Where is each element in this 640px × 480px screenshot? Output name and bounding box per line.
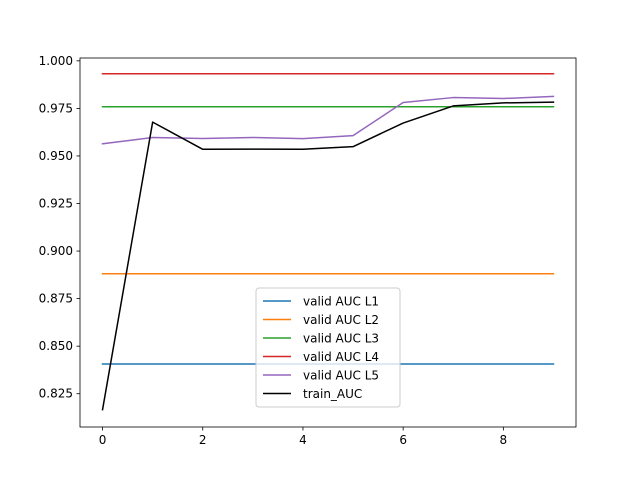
y-tick-label: 0.875: [39, 292, 73, 306]
legend-label: valid AUC L4: [303, 350, 379, 364]
y-tick-label: 0.900: [39, 244, 73, 258]
y-tick-label: 0.925: [39, 197, 73, 211]
x-tick-label: 0: [99, 433, 107, 447]
legend: valid AUC L1 valid AUC L2 valid AUC L3 vali…: [255, 287, 401, 408]
y-tick-label: 0.825: [39, 387, 73, 401]
x-tick-label: 6: [399, 433, 407, 447]
series-lines: [101, 73, 555, 411]
y-tick-label: 0.975: [39, 101, 73, 115]
series-line-5: [101, 95, 555, 145]
y-tick-label: 1.000: [39, 54, 73, 68]
legend-label: valid AUC L2: [303, 313, 379, 327]
legend-label: valid AUC L1: [303, 295, 379, 309]
x-tick-label: 4: [299, 433, 307, 447]
y-tick-label: 0.850: [39, 339, 73, 353]
legend-label: valid AUC L3: [303, 332, 379, 346]
legend-label: valid AUC L5: [303, 369, 379, 383]
axes: 0 2 4 6 8 0.825 0.850 0.875 0.900 0.925 0.950 0.975…: [39, 54, 577, 447]
legend-label: train_AUC: [303, 387, 362, 401]
plot-frame: [79, 57, 577, 428]
x-tick-label: 2: [199, 433, 207, 447]
y-tick-label: 0.950: [39, 149, 73, 163]
series-line-6: [101, 101, 555, 411]
x-tick-label: 8: [500, 433, 508, 447]
legend-box: [255, 287, 401, 408]
